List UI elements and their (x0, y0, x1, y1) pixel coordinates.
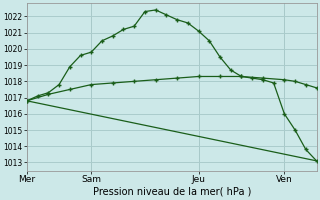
X-axis label: Pression niveau de la mer( hPa ): Pression niveau de la mer( hPa ) (92, 187, 251, 197)
